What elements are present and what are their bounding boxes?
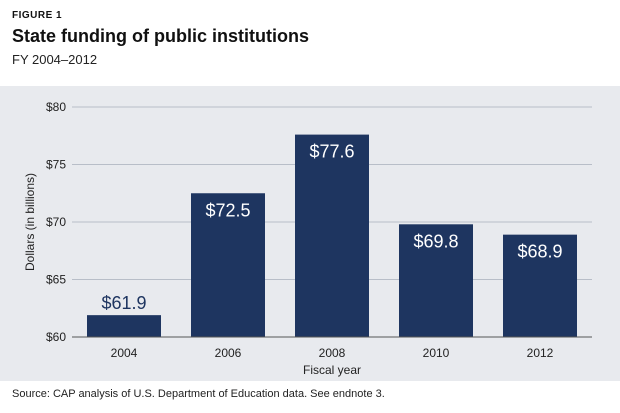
bar [87,315,161,337]
chart-subtitle: FY 2004–2012 [12,52,98,67]
source-note: Source: CAP analysis of U.S. Department … [12,388,385,400]
chart-header: FIGURE 1 State funding of public institu… [0,0,620,86]
y-tick-label: $60 [46,330,66,344]
x-tick-label: 2012 [527,346,554,360]
bar-value-label: $72.5 [205,200,250,220]
chart-footer: Source: CAP analysis of U.S. Department … [0,381,620,413]
bar [295,134,369,337]
y-tick-label: $70 [46,215,66,229]
figure-label: FIGURE 1 [12,10,63,21]
y-axis-title: Dollars (in billions) [23,173,37,271]
bar-value-label: $68.9 [517,242,562,262]
bar-value-label: $77.6 [309,142,354,162]
y-tick-label: $75 [46,158,66,172]
x-tick-label: 2010 [423,346,450,360]
bar-value-label: $69.8 [413,231,458,251]
x-tick-label: 2008 [319,346,346,360]
bar [503,234,577,337]
bar-value-label: $61.9 [101,293,146,313]
x-tick-label: 2006 [215,346,242,360]
bar [399,224,473,337]
y-tick-label: $65 [46,273,66,287]
x-tick-label: 2004 [111,346,138,360]
bar [191,193,265,337]
y-tick-label: $80 [46,100,66,114]
x-axis-title: Fiscal year [303,363,361,377]
chart-title: State funding of public institutions [12,26,309,46]
